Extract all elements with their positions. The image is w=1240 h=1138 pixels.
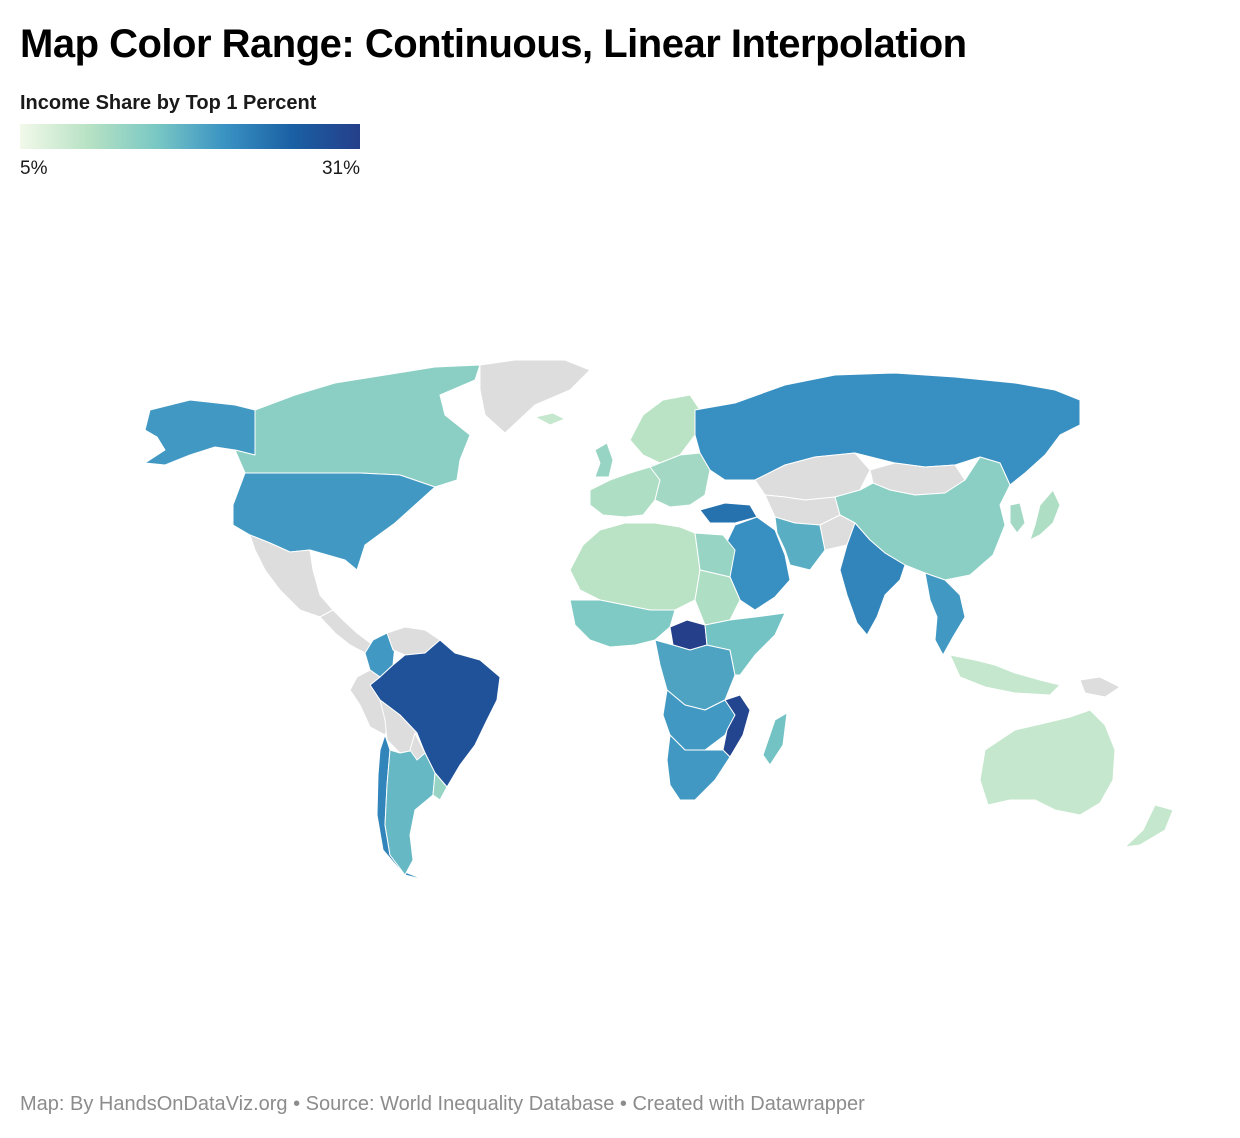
world-map-svg: Alaska (USA): 20% Canada: 14% United Sta… [144,359,1174,881]
region-south-africa[interactable]: South Africa: 20% [666,734,731,801]
region-greenland[interactable]: Greenland [479,359,591,434]
legend-min-label: 5% [20,158,48,179]
map-title: Map Color Range: Continuous, Linear Inte… [20,22,967,66]
region-argentina[interactable]: Argentina: 17% [384,749,436,876]
region-paraguay[interactable]: Paraguay [409,732,426,761]
region-alaska[interactable]: Alaska (USA): 20% [144,399,256,466]
region-korea[interactable]: Korea: 12% [1009,502,1026,534]
region-egypt[interactable]: Egypt: 13% [694,532,736,578]
region-australia[interactable]: Australia: 9% [979,709,1116,816]
region-scandinavia[interactable]: Scandinavia: 10% [629,394,701,464]
region-india[interactable]: India: 22% [839,522,906,636]
region-central-america[interactable]: Central America [319,609,374,654]
region-papua-new-guinea[interactable]: Papua New Guinea [1079,676,1121,698]
region-eastern-europe[interactable]: Eastern Europe: 12% [649,452,711,508]
region-east-africa[interactable]: East Africa: 16% [704,612,786,676]
legend-labels: 5% 31% [20,158,360,182]
region-canada[interactable]: Canada: 14% [234,364,481,488]
region-southeast-asia[interactable]: Southeast Asia: 20% [924,572,966,656]
map-credit: Map: By HandsOnDataViz.org • Source: Wor… [20,1093,865,1115]
region-united-states[interactable]: United States: 20% [232,472,436,571]
region-west-africa[interactable]: West Africa: 15% [569,599,676,648]
region-iran[interactable]: Iran: 18% [774,516,826,571]
region-new-zealand[interactable]: New Zealand: 9% [1124,804,1174,848]
legend-gradient-bar [20,124,360,149]
legend-max-label: 31% [321,158,360,179]
region-japan[interactable]: Japan: 11% [1029,489,1061,541]
region-indonesia[interactable]: Indonesia: 9% [949,654,1061,696]
region-madagascar[interactable]: Madagascar: 16% [762,712,788,766]
region-north-africa[interactable]: North Africa: 10% [569,522,701,611]
region-iceland[interactable]: Iceland: 9% [534,412,566,426]
region-uruguay[interactable]: Uruguay: 13% [432,772,448,801]
region-southern-africa[interactable]: Southern Africa: 20% [662,689,736,751]
color-legend: Income Share by Top 1 Percent 5% 31% [20,90,360,182]
world-map: Alaska (USA): 20% Canada: 14% United Sta… [95,355,1225,890]
region-united-kingdom[interactable]: United Kingdom: 13% [594,442,614,478]
legend-title: Income Share by Top 1 Percent [20,92,317,114]
region-central-africa[interactable]: Central Africa: 19% [654,639,736,711]
